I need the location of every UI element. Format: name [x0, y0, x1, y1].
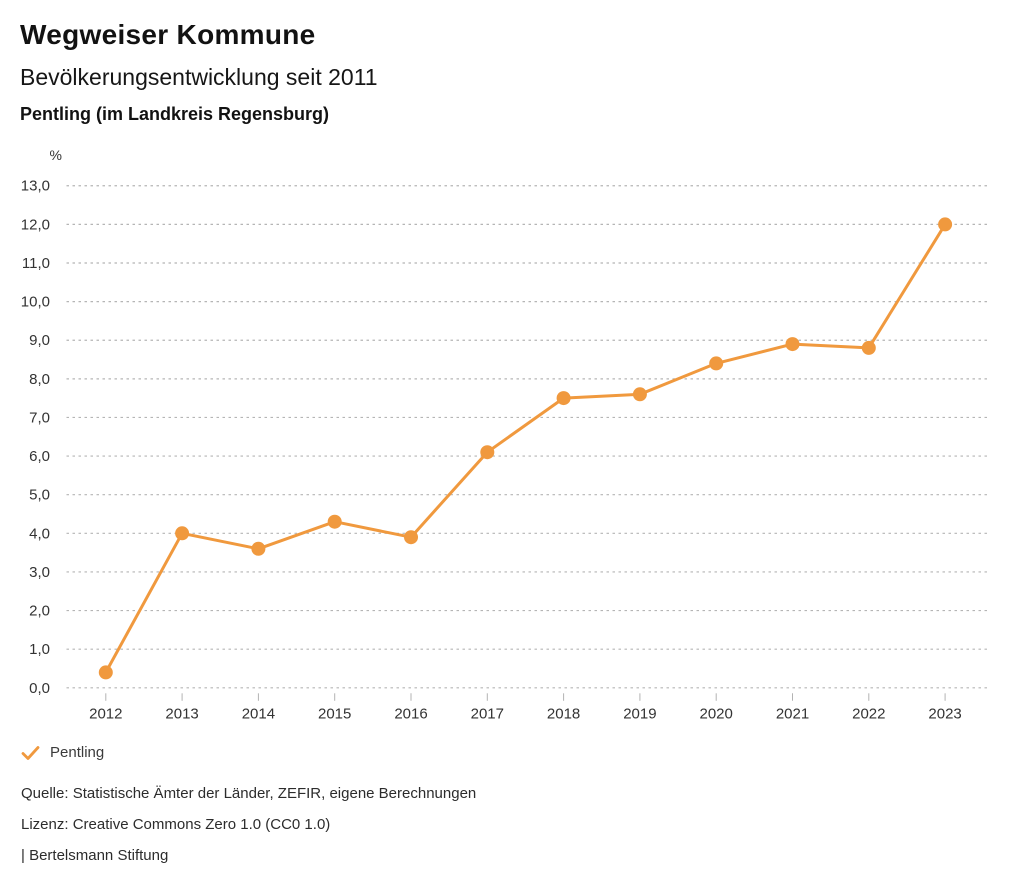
y-tick-label-12,0: 12,0 [21, 216, 50, 233]
data-point-2021[interactable] [785, 337, 800, 352]
data-point-2015[interactable] [327, 514, 342, 529]
y-tick-label-5,0: 5,0 [29, 487, 50, 504]
y-tick-label-1,0: 1,0 [29, 641, 50, 658]
x-tick-label-2014: 2014 [242, 706, 275, 723]
source-text: Quelle: Statistische Ämter der Länder, Z… [21, 785, 477, 802]
y-tick-label-2,0: 2,0 [29, 603, 50, 620]
x-tick-label-2012: 2012 [89, 706, 122, 723]
data-point-2022[interactable] [861, 340, 876, 355]
x-tick-label-2023: 2023 [928, 706, 961, 723]
y-tick-label-8,0: 8,0 [29, 371, 50, 388]
chart-svg: % 0,0 1,0 2,0 3,0 4,0 5,0 6,0 7,0 8,0 9,0 10,0 11,0 1… [21, 147, 990, 723]
chart-region-subtitle: Pentling (im Landkreis Regensburg) [20, 104, 330, 124]
data-point-2019[interactable] [632, 387, 647, 402]
x-tick-label-2018: 2018 [547, 706, 580, 723]
x-tick-label-2019: 2019 [623, 706, 656, 723]
x-tick-label-2013: 2013 [165, 706, 198, 723]
x-tick-label-2021: 2021 [776, 706, 809, 723]
legend[interactable]: Pentling [21, 744, 104, 761]
data-point-2023[interactable] [938, 217, 953, 232]
page-title: Wegweiser Kommune [20, 19, 316, 50]
y-tick-label-9,0: 9,0 [29, 332, 50, 349]
data-point-2013[interactable] [175, 526, 190, 541]
data-point-2016[interactable] [404, 530, 418, 545]
y-tick-label-6,0: 6,0 [29, 448, 50, 465]
y-tick-label-10,0: 10,0 [21, 294, 50, 311]
data-point-2017[interactable] [480, 445, 495, 460]
chart-title: Bevölkerungsentwicklung seit 2011 [20, 64, 378, 90]
y-tick-label-4,0: 4,0 [29, 525, 50, 542]
data-point-2012[interactable] [98, 665, 113, 680]
y-tick-label-0,0: 0,0 [29, 680, 50, 697]
y-tick-label-7,0: 7,0 [29, 409, 50, 426]
y-tick-label-13,0: 13,0 [21, 178, 50, 195]
y-tick-label-3,0: 3,0 [29, 564, 50, 581]
data-point-2014[interactable] [251, 541, 266, 556]
attribution-text: | Bertelsmann Stiftung [21, 847, 169, 864]
data-point-2020[interactable] [709, 356, 724, 371]
data-point-2018[interactable] [556, 391, 571, 406]
check-icon [21, 745, 40, 760]
y-tick-label-11,0: 11,0 [22, 255, 50, 272]
x-tick-label-2022: 2022 [852, 706, 885, 723]
line-chart: % 0,0 1,0 2,0 3,0 4,0 5,0 6,0 7,0 8,0 9,0 10,0 11,0 1… [0, 140, 1024, 745]
series-line-Pentling [104, 222, 947, 674]
x-tick-label-2020: 2020 [700, 706, 733, 723]
x-tick-label-2015: 2015 [318, 706, 351, 723]
x-tick-label-2017: 2017 [471, 706, 504, 723]
legend-label: Pentling [50, 744, 105, 761]
y-axis-unit-label: % [50, 147, 62, 163]
x-tick-label-2016: 2016 [394, 706, 427, 723]
license-text: Lizenz: Creative Commons Zero 1.0 (CC0 1… [21, 816, 331, 833]
